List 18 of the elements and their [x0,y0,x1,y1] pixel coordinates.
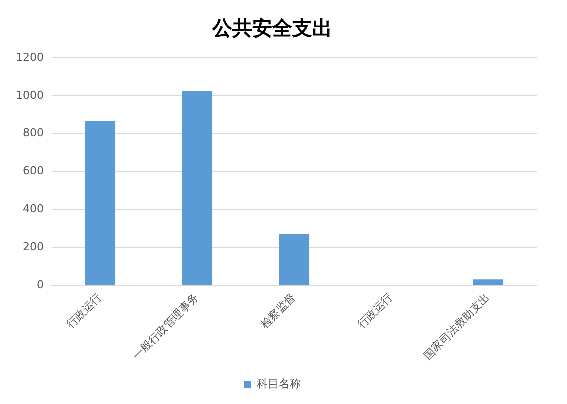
y-tick-label: 400 [22,202,44,216]
bar [473,280,504,285]
bar [85,121,116,285]
y-tick-label: 1000 [16,88,44,102]
x-tick-label: 国家司法救助支出 [421,291,493,362]
chart-title: 公共安全支出 [212,16,332,40]
y-tick-label: 800 [22,126,44,140]
x-tick-label: 检察监督 [258,291,299,332]
x-tick-label: 行政运行 [64,291,105,332]
x-tick-label: 一般行政管理事务 [130,291,202,362]
y-tick-label: 200 [22,240,44,254]
y-tick-label: 1200 [16,50,44,64]
y-tick-label: 600 [22,164,44,178]
bar [279,234,310,285]
legend-label: 科目名称 [256,377,301,390]
bar [182,92,213,285]
y-tick-label: 0 [36,278,44,292]
x-tick-label: 行政运行 [355,291,396,332]
